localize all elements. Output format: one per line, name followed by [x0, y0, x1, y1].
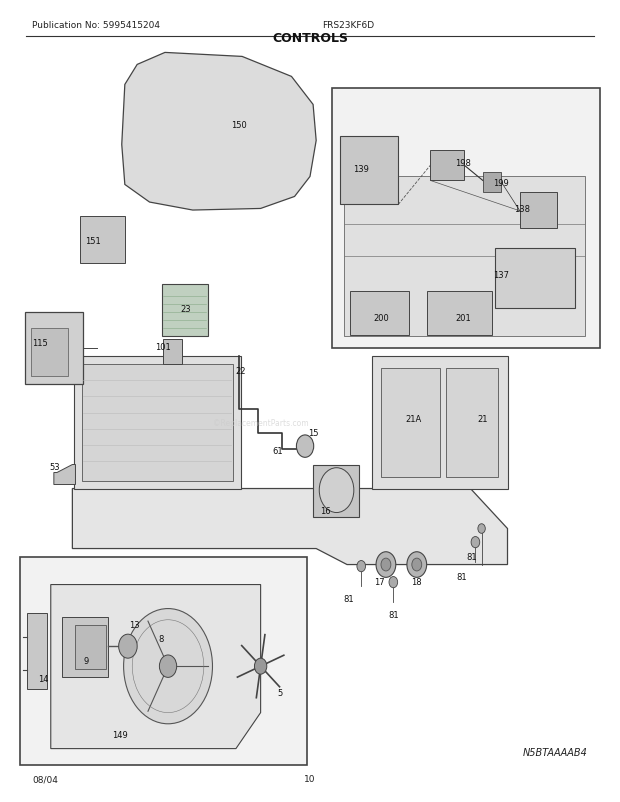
Bar: [381, 369, 440, 477]
Text: 17: 17: [374, 577, 384, 586]
Bar: [446, 369, 498, 477]
Text: 22: 22: [236, 367, 246, 375]
Text: 16: 16: [320, 507, 330, 516]
Bar: [62, 617, 108, 677]
Bar: [372, 357, 508, 489]
Text: 8: 8: [158, 634, 163, 644]
Bar: [350, 291, 409, 335]
Text: 21A: 21A: [405, 414, 422, 423]
Text: 10: 10: [304, 774, 316, 783]
Text: ©ReplacementParts.com: ©ReplacementParts.com: [213, 418, 308, 427]
Text: 139: 139: [353, 164, 368, 174]
Circle shape: [412, 558, 422, 571]
Text: FRS23KF6D: FRS23KF6D: [322, 22, 374, 30]
Text: 137: 137: [494, 270, 510, 279]
Text: 115: 115: [32, 339, 48, 348]
Bar: [520, 193, 557, 229]
Text: N5BTAAAAB4: N5BTAAAAB4: [523, 747, 588, 756]
Bar: [313, 465, 360, 516]
Text: 101: 101: [155, 342, 171, 351]
Circle shape: [159, 655, 177, 678]
Text: 5: 5: [278, 688, 283, 697]
Text: 201: 201: [455, 314, 471, 322]
Bar: [25, 313, 84, 385]
Bar: [332, 89, 600, 349]
Circle shape: [471, 537, 480, 548]
Text: 81: 81: [466, 553, 477, 561]
Text: 9: 9: [84, 656, 89, 665]
Bar: [81, 217, 125, 264]
Text: 81: 81: [456, 573, 467, 581]
Circle shape: [319, 468, 354, 513]
Circle shape: [376, 552, 396, 577]
Text: 149: 149: [112, 731, 128, 739]
Text: 14: 14: [38, 674, 48, 683]
Text: 150: 150: [231, 121, 247, 130]
Text: Publication No: 5995415204: Publication No: 5995415204: [32, 22, 160, 30]
Bar: [82, 365, 233, 481]
Polygon shape: [122, 54, 316, 211]
Bar: [483, 173, 502, 193]
Text: 200: 200: [373, 314, 389, 322]
Bar: [430, 151, 464, 181]
Text: 21: 21: [477, 414, 488, 423]
Bar: [27, 613, 47, 689]
Text: CONTROLS: CONTROLS: [272, 32, 348, 45]
Bar: [340, 137, 398, 205]
Text: 151: 151: [85, 237, 100, 245]
Text: 198: 198: [455, 158, 471, 168]
Bar: [163, 339, 182, 365]
Polygon shape: [51, 585, 260, 748]
Circle shape: [407, 552, 427, 577]
Text: 61: 61: [273, 446, 283, 455]
Bar: [20, 557, 307, 764]
Polygon shape: [54, 465, 76, 485]
Bar: [495, 249, 575, 309]
Circle shape: [389, 577, 397, 588]
Text: 23: 23: [180, 305, 190, 314]
Bar: [427, 291, 492, 335]
Text: 199: 199: [494, 178, 509, 188]
Text: 138: 138: [514, 205, 529, 213]
Circle shape: [254, 658, 267, 674]
Text: 81: 81: [343, 595, 353, 604]
Bar: [76, 625, 106, 669]
Bar: [31, 329, 68, 377]
Circle shape: [357, 561, 366, 572]
Circle shape: [123, 609, 213, 724]
Polygon shape: [73, 489, 508, 565]
Text: 08/04: 08/04: [32, 774, 58, 783]
Text: 81: 81: [388, 610, 399, 620]
Text: 15: 15: [309, 428, 319, 437]
Circle shape: [381, 558, 391, 571]
Circle shape: [118, 634, 137, 658]
Text: 13: 13: [129, 620, 140, 630]
Text: 53: 53: [50, 462, 60, 471]
Bar: [344, 177, 585, 337]
Text: 18: 18: [412, 577, 422, 586]
Bar: [74, 357, 241, 489]
Circle shape: [296, 435, 314, 458]
Circle shape: [478, 524, 485, 533]
Bar: [162, 286, 208, 337]
